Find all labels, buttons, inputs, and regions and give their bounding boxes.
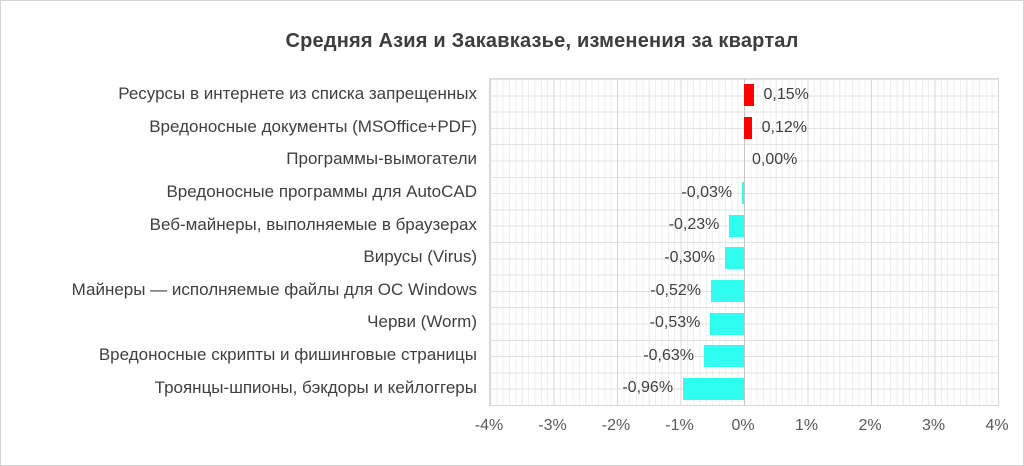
bar (703, 345, 744, 368)
bar (710, 279, 744, 302)
value-label: -0,96% (622, 379, 674, 397)
category-label: Вредоносные скрипты и фишинговые страниц… (98, 345, 477, 365)
value-label: 0,00% (752, 151, 798, 169)
bar (744, 84, 754, 107)
x-tick-label: 3% (921, 417, 946, 434)
x-axis: -4% -3% -2% -1% 0% 1% 2% 3% 4% (475, 417, 1009, 441)
x-tick-label: 4% (985, 417, 1009, 434)
category-label: Черви (Worm) (367, 312, 477, 332)
category-label: Троянцы-шпионы, бэкдоры и кейлоггеры (154, 377, 477, 397)
value-label: -0,23% (668, 216, 720, 234)
value-label: 0,12% (761, 118, 807, 136)
value-label: -0,63% (643, 346, 694, 364)
value-label: -0,03% (681, 183, 733, 201)
category-label: Веб-майнеры, выполняемые в браузерах (149, 214, 477, 234)
bar (710, 312, 744, 335)
category-label: Вирусы (Virus) (363, 247, 477, 267)
bar (683, 377, 744, 400)
value-label: 0,15% (763, 86, 809, 103)
value-label: -0,30% (664, 249, 715, 266)
x-tick-label: -3% (538, 417, 567, 434)
category-label: Ресурсы в интернете из списка запрещенны… (118, 84, 477, 104)
category-label: Вредоносные программы для AutoCAD (166, 182, 477, 202)
category-label: Программы-вымогатели (286, 149, 477, 169)
zero-axis-line (744, 79, 745, 405)
x-tick-label: -4% (474, 417, 504, 434)
bar (744, 116, 752, 139)
bar (729, 214, 744, 237)
category-label: Вредоносные документы (MSOffice+PDF) (149, 116, 477, 136)
chart-title: Средняя Азия и Закавказье, изменения за … (285, 30, 799, 52)
x-tick-label: -2% (601, 417, 631, 434)
x-tick-label: 1% (794, 417, 819, 434)
x-tick-label: 0% (731, 417, 755, 434)
x-tick-label: 2% (858, 417, 882, 434)
bar (724, 247, 744, 270)
category-labels: Ресурсы в интернете из списка запрещенны… (1, 78, 477, 404)
category-label: Майнеры — исполняемые файлы для ОС Windo… (71, 279, 477, 299)
plot-area: 0,15% 0,12% 0,00% -0,03% -0,23% -0,30% -0,52% -… (489, 78, 999, 406)
x-tick-label: -1% (665, 417, 694, 434)
bar (742, 182, 744, 205)
value-label: -0,52% (650, 281, 701, 299)
value-label: -0,53% (649, 314, 701, 332)
